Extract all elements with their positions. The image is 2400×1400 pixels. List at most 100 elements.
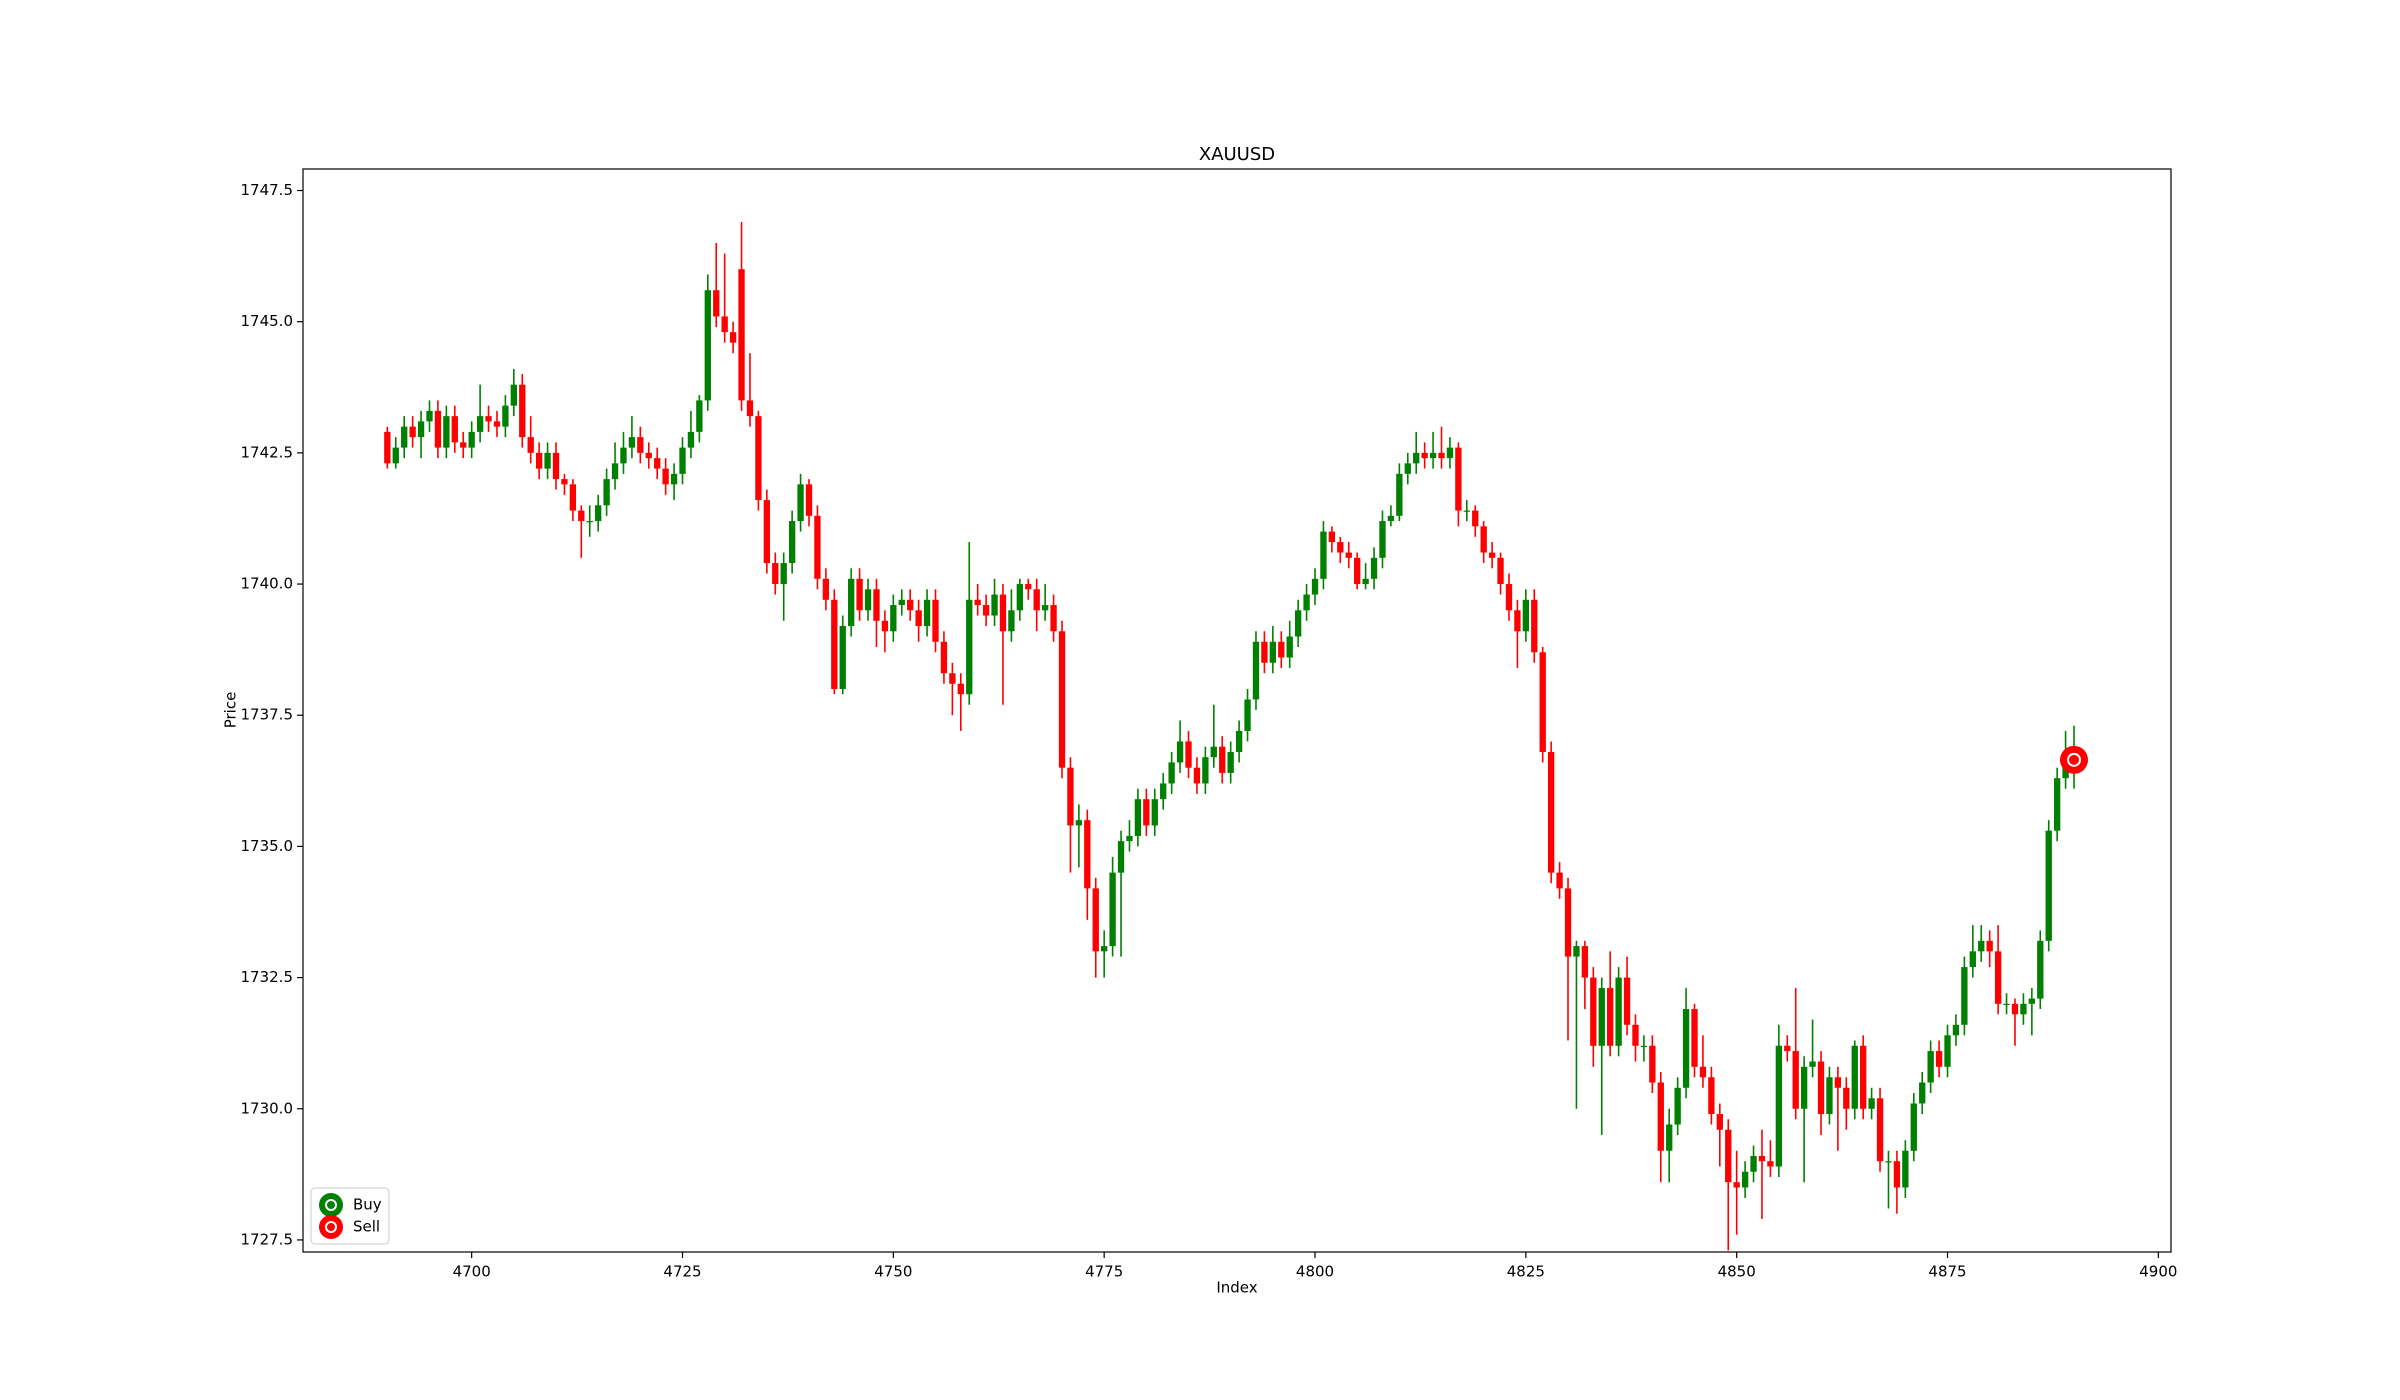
candle-body xyxy=(1379,521,1386,558)
candle-body xyxy=(1682,1009,1690,1088)
candle-body xyxy=(1396,473,1403,516)
legend-marker xyxy=(319,1193,343,1217)
candle-body xyxy=(696,400,703,432)
candle-body xyxy=(544,452,551,469)
candle-body xyxy=(1860,1045,1867,1109)
candle-body xyxy=(1008,610,1015,632)
candle-body xyxy=(1809,1061,1816,1067)
candle-body xyxy=(1101,946,1108,952)
candle-body xyxy=(890,605,897,632)
candle-body xyxy=(1463,510,1470,512)
candle-body xyxy=(1109,872,1116,947)
candle-body xyxy=(1067,767,1074,826)
plot-area xyxy=(384,221,2089,1251)
candle-body xyxy=(1278,641,1285,658)
candle-body xyxy=(713,290,720,317)
candle-body xyxy=(2037,940,2044,999)
candle-body xyxy=(1497,557,1504,585)
candle-body xyxy=(772,563,779,585)
candle-body xyxy=(1531,599,1538,653)
candle-body xyxy=(510,384,517,406)
candle-body xyxy=(1733,1182,1740,1188)
candle-body xyxy=(519,384,526,438)
candle-body xyxy=(1598,988,1605,1046)
candle-body xyxy=(1851,1045,1858,1109)
candle-body xyxy=(1539,652,1546,752)
candle-body xyxy=(1691,1009,1698,1067)
candle-body xyxy=(611,463,619,480)
candle-body xyxy=(1429,452,1437,459)
candle-body xyxy=(1741,1171,1749,1188)
legend-label: Sell xyxy=(353,1218,380,1236)
candle-body xyxy=(1649,1045,1656,1083)
x-tick-label: 4700 xyxy=(453,1263,491,1281)
candle-body xyxy=(797,484,804,522)
candle-body xyxy=(1640,1045,1648,1047)
candle-body xyxy=(1219,746,1226,773)
candle-body xyxy=(1708,1077,1715,1115)
y-tick-label: 1732.5 xyxy=(241,968,294,986)
candle-body xyxy=(1826,1077,1833,1115)
candle-body xyxy=(1767,1161,1774,1167)
candle-body xyxy=(535,452,543,469)
candle-body xyxy=(1303,594,1310,611)
candle-body xyxy=(1472,510,1479,527)
legend: Buy Sell xyxy=(310,1187,390,1245)
candle-body xyxy=(805,484,813,516)
candle-body xyxy=(763,500,770,564)
y-tick-label: 1727.5 xyxy=(241,1230,294,1248)
candle-body xyxy=(1817,1061,1825,1115)
candle-body xyxy=(1657,1082,1664,1151)
candle-body xyxy=(831,599,838,689)
candle-body xyxy=(1792,1051,1799,1109)
candle-body xyxy=(1193,767,1201,784)
candle-body xyxy=(949,673,956,684)
candle-body xyxy=(1952,1024,1960,1036)
candle-body xyxy=(864,589,872,611)
candle-body xyxy=(1556,872,1563,889)
candle-body xyxy=(1944,1035,1951,1067)
candle-body xyxy=(1244,699,1251,731)
candle-body xyxy=(2020,1003,2027,1015)
candle-body xyxy=(957,683,964,695)
candle-body xyxy=(1716,1114,1723,1130)
candle-body xyxy=(1834,1077,1842,1088)
x-tick-label: 4750 xyxy=(874,1263,912,1281)
candle-body xyxy=(1784,1045,1791,1052)
candle-body xyxy=(1455,447,1462,511)
legend-label: Buy xyxy=(353,1196,382,1214)
candle-body xyxy=(780,563,787,585)
candle-body xyxy=(1488,552,1496,558)
candle-body xyxy=(1404,463,1411,474)
candle-body xyxy=(1345,552,1352,558)
candle-body xyxy=(1210,746,1217,758)
candle-body xyxy=(1025,584,1032,590)
candle-body xyxy=(1168,762,1175,784)
candle-body xyxy=(2011,1003,2019,1015)
candle-body xyxy=(1354,557,1361,585)
candle-body xyxy=(1151,799,1158,826)
candle-body xyxy=(401,426,408,448)
candle-body xyxy=(1075,820,1083,826)
x-tick-label: 4875 xyxy=(1928,1263,1966,1281)
candle-body xyxy=(1632,1024,1639,1046)
candle-body xyxy=(1800,1066,1808,1109)
candle-body xyxy=(485,416,492,422)
candle-body xyxy=(1041,605,1049,611)
candle-body xyxy=(1050,605,1057,632)
candle-body xyxy=(982,605,990,616)
candle-body xyxy=(1294,610,1302,637)
y-tick-label: 1730.0 xyxy=(241,1099,294,1117)
candle-body xyxy=(1876,1098,1884,1162)
candle-body xyxy=(1927,1051,1934,1083)
candle-body xyxy=(434,410,442,448)
candle-body xyxy=(1885,1161,1892,1163)
candle-body xyxy=(687,431,695,448)
candle-body xyxy=(1581,946,1589,978)
candle-body xyxy=(1126,835,1133,842)
x-tick-label: 4775 xyxy=(1085,1263,1123,1281)
candle-body xyxy=(1058,631,1066,768)
